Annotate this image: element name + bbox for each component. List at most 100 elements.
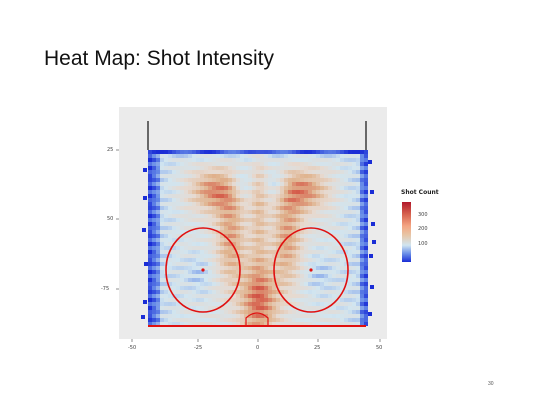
heat-cell	[268, 166, 272, 170]
heat-cell	[348, 150, 352, 154]
heat-cell	[288, 242, 292, 246]
heat-cell	[152, 254, 156, 258]
heat-cell	[168, 266, 172, 270]
heat-cell	[244, 246, 248, 250]
heat-cell	[260, 226, 264, 230]
heat-cell	[292, 214, 296, 218]
heat-cell	[156, 198, 160, 202]
heat-cell	[304, 278, 308, 282]
heat-cell	[224, 250, 228, 254]
heat-cell	[228, 210, 232, 214]
heat-cell	[196, 150, 200, 154]
heat-cell	[304, 314, 308, 318]
heat-cell	[216, 250, 220, 254]
heat-cell	[220, 310, 224, 314]
heat-cell	[344, 290, 348, 294]
heat-cell	[188, 274, 192, 278]
heat-cell	[300, 222, 304, 226]
heat-cell	[156, 310, 160, 314]
heat-cell	[208, 302, 212, 306]
heat-cell	[336, 238, 340, 242]
heat-cell	[352, 182, 356, 186]
heat-cell	[196, 318, 200, 322]
heat-cell	[304, 206, 308, 210]
heat-cell	[152, 294, 156, 298]
heat-cell	[352, 250, 356, 254]
heat-cell	[168, 202, 172, 206]
heat-cell	[292, 206, 296, 210]
heat-cell	[348, 254, 352, 258]
heat-cell	[312, 278, 316, 282]
heat-cell	[352, 322, 356, 326]
heat-cell	[292, 298, 296, 302]
heat-cell	[348, 162, 352, 166]
heat-cell	[272, 250, 276, 254]
heat-cell	[148, 186, 152, 190]
heat-cell	[280, 298, 284, 302]
heat-cell	[252, 222, 256, 226]
heat-cell	[184, 186, 188, 190]
heat-cell	[272, 226, 276, 230]
heat-cell	[216, 238, 220, 242]
heat-cell	[220, 298, 224, 302]
heat-cell	[200, 274, 204, 278]
heat-cell	[268, 210, 272, 214]
heat-cell	[324, 202, 328, 206]
heat-cell	[184, 226, 188, 230]
heat-cell	[368, 160, 372, 164]
heat-cell	[260, 162, 264, 166]
heat-cell	[348, 282, 352, 286]
heat-cell	[184, 318, 188, 322]
heat-cell	[344, 194, 348, 198]
heat-cell	[332, 194, 336, 198]
heat-cell	[212, 266, 216, 270]
heat-cell	[176, 226, 180, 230]
heat-cell	[348, 286, 352, 290]
heat-cell	[152, 182, 156, 186]
heat-cell	[312, 150, 316, 154]
heat-cell	[212, 310, 216, 314]
heat-cell	[152, 322, 156, 326]
heat-cell	[308, 194, 312, 198]
heat-cell	[220, 190, 224, 194]
heat-cell	[212, 198, 216, 202]
heat-cell	[236, 158, 240, 162]
heat-cell	[196, 322, 200, 326]
heat-cell	[176, 162, 180, 166]
heat-cell	[160, 190, 164, 194]
heat-cell	[260, 198, 264, 202]
heat-cell	[244, 314, 248, 318]
heat-cell	[176, 254, 180, 258]
heat-cell	[320, 214, 324, 218]
heat-cell	[152, 186, 156, 190]
heat-cell	[148, 278, 152, 282]
heat-cell	[156, 302, 160, 306]
heat-cell	[156, 306, 160, 310]
heat-cell	[208, 242, 212, 246]
heat-cell	[364, 194, 368, 198]
heat-cell	[268, 198, 272, 202]
heat-cell	[176, 182, 180, 186]
heat-cell	[168, 298, 172, 302]
heat-cell	[252, 150, 256, 154]
heat-cell	[276, 282, 280, 286]
heat-cell	[356, 206, 360, 210]
heat-cell	[152, 306, 156, 310]
heat-cell	[364, 190, 368, 194]
heat-cell	[260, 310, 264, 314]
heat-cell	[264, 282, 268, 286]
heat-cell	[292, 226, 296, 230]
heat-cell	[360, 162, 364, 166]
heat-cell	[212, 274, 216, 278]
heat-cell	[252, 166, 256, 170]
heat-cell	[200, 278, 204, 282]
heat-cell	[220, 158, 224, 162]
heat-cell	[272, 278, 276, 282]
heat-cell	[332, 290, 336, 294]
heat-cell	[260, 306, 264, 310]
heat-cell	[300, 218, 304, 222]
heat-cell	[332, 282, 336, 286]
heat-cell	[176, 286, 180, 290]
heat-cell	[364, 282, 368, 286]
heat-cell	[268, 262, 272, 266]
